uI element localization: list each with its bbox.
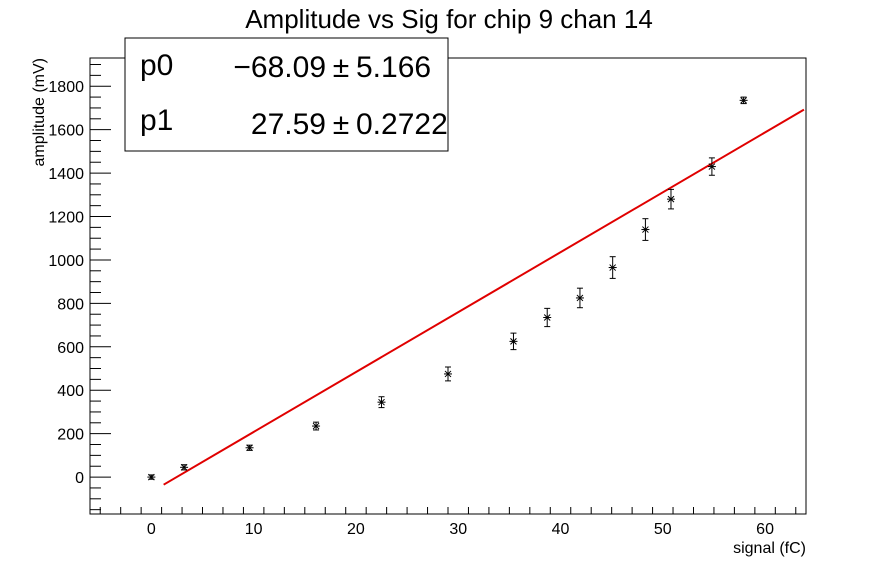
- stat-error-p0: 5.166: [356, 51, 431, 84]
- data-point: [180, 463, 189, 471]
- data-point: [312, 421, 321, 431]
- y-tick-label: 1600: [48, 123, 84, 140]
- data-point: [444, 366, 452, 382]
- data-point: [509, 332, 518, 351]
- x-tick-label: 30: [449, 521, 467, 538]
- y-tick-label: 400: [57, 383, 84, 400]
- x-tick-label: 40: [552, 521, 570, 538]
- stat-pm-p1: ±: [333, 108, 349, 141]
- stat-name-p0: p0: [140, 49, 173, 82]
- data-points-layer: [147, 96, 748, 481]
- y-tick-label: 1000: [48, 253, 84, 270]
- x-axis-title: signal (fC): [733, 540, 806, 557]
- x-tick-label: 20: [347, 521, 365, 538]
- y-axis-title: amplitude (mV): [31, 58, 48, 166]
- data-point: [575, 287, 584, 309]
- data-point: [147, 473, 156, 481]
- data-point: [608, 256, 617, 279]
- stat-value-p1: 27.59: [251, 108, 326, 141]
- y-tick-label: 1800: [48, 79, 84, 96]
- data-point: [641, 218, 650, 241]
- data-point: [666, 188, 675, 210]
- y-tick-label: 1400: [48, 166, 84, 183]
- data-point: [377, 396, 386, 409]
- x-axis: 0 10 20 30 40 50 60: [99, 507, 797, 538]
- stat-value-p0: −68.09: [233, 51, 326, 84]
- x-tick-label: 0: [147, 521, 156, 538]
- y-axis: 0 200 400 600 800 1000 1200 1400 1600 1800: [48, 64, 111, 511]
- data-point: [739, 96, 748, 105]
- x-tick-label: 50: [654, 521, 672, 538]
- y-tick-label: 200: [57, 427, 84, 444]
- stat-pm-p0: ±: [333, 51, 349, 84]
- data-point: [707, 157, 716, 176]
- x-tick-label: 10: [245, 521, 263, 538]
- y-tick-label: 600: [57, 340, 84, 357]
- stat-name-p1: p1: [140, 104, 173, 137]
- x-tick-label: 60: [756, 521, 774, 538]
- fit-line-layer: [163, 108, 805, 486]
- data-point: [245, 444, 254, 452]
- fit-stats-box: p0 −68.09 ± 5.166 p1 27.59 ± 0.2722: [124, 37, 449, 152]
- fit-line: [163, 108, 805, 486]
- data-point: [543, 307, 552, 328]
- chart-title: Amplitude vs Sig for chip 9 chan 14: [245, 4, 653, 34]
- stats-box-frame: [124, 37, 449, 152]
- y-tick-label: 800: [57, 296, 84, 313]
- y-tick-label: 1200: [48, 210, 84, 227]
- y-tick-label: 0: [75, 470, 84, 487]
- stat-error-p1: 0.2722: [356, 108, 448, 141]
